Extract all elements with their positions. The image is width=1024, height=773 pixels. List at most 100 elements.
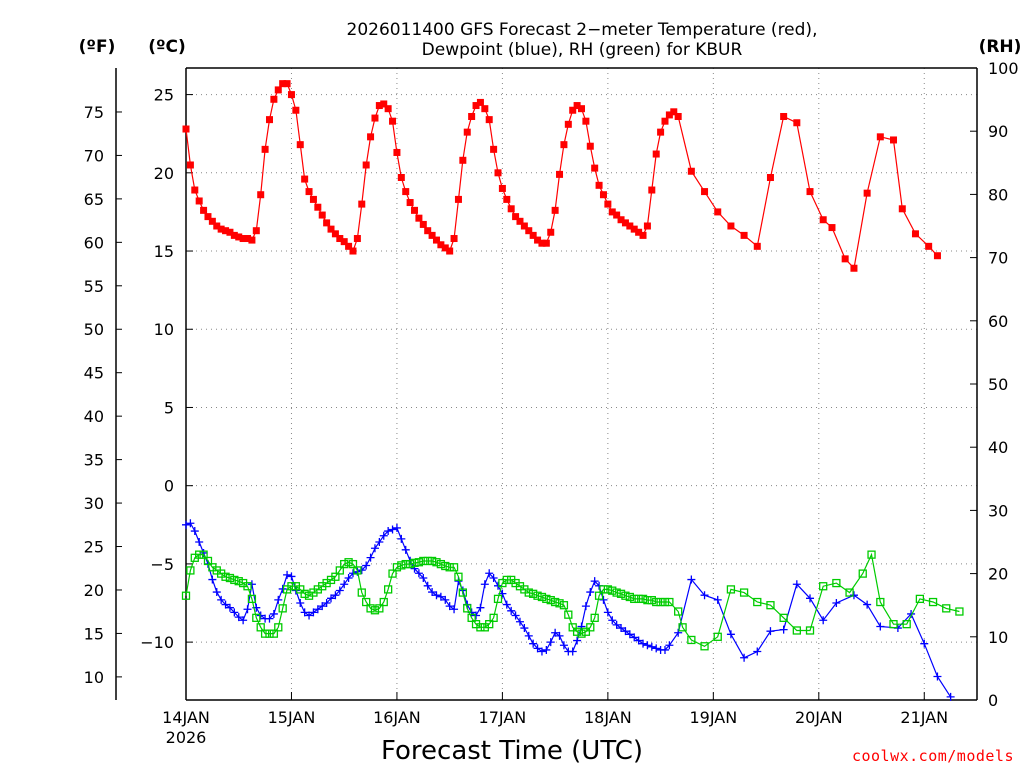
celsius-tick-label: −5 <box>150 555 174 574</box>
temperature-point <box>393 148 401 156</box>
rh-point <box>362 597 371 607</box>
rh-point <box>858 569 867 578</box>
time-tick-sublabel: 2026 <box>166 728 207 747</box>
dewpoint-point <box>318 602 327 611</box>
temperature-point <box>323 219 331 227</box>
dewpoint-point <box>806 594 815 603</box>
dewpoint-point <box>621 627 630 636</box>
rh-point <box>300 589 309 598</box>
fahrenheit-tick-label: 35 <box>84 451 104 470</box>
time-tick-label: 16JAN <box>373 708 421 727</box>
dewpoint-point <box>309 608 318 617</box>
temperature-point <box>406 199 414 207</box>
rh-point <box>678 623 687 632</box>
rh-point <box>463 604 472 613</box>
rh-point <box>542 594 551 604</box>
dewpoint-point <box>190 527 199 536</box>
temperature-point <box>459 156 467 164</box>
rh-point <box>674 607 683 616</box>
temperature-point <box>547 228 555 236</box>
temperature-point <box>200 206 208 214</box>
rh-point <box>392 563 402 572</box>
dewpoint-point <box>634 636 643 645</box>
time-tick-label: 19JAN <box>689 708 737 727</box>
rh-point <box>577 629 586 638</box>
rh-point <box>555 599 564 608</box>
temperature-point <box>604 200 612 208</box>
rh-point <box>568 623 577 632</box>
dewpoint-point <box>713 595 722 604</box>
dewpoint-point <box>586 588 595 597</box>
temperature-point <box>819 216 827 224</box>
rh-point <box>647 595 656 605</box>
temperature-point <box>793 119 801 127</box>
fahrenheit-tick-label: 55 <box>84 277 104 296</box>
dewpoint-point <box>397 534 406 543</box>
dewpoint-point <box>502 600 511 609</box>
dewpoint-point <box>239 616 248 625</box>
temperature-point <box>226 228 234 236</box>
dewpoint-point <box>234 613 243 622</box>
temperature-point <box>564 120 572 128</box>
series-line <box>185 522 952 698</box>
dewpoint-point <box>472 611 481 620</box>
rh-point <box>529 589 538 598</box>
rh-point <box>630 594 639 604</box>
temperature-point <box>520 222 528 230</box>
dewpoint-point <box>199 548 208 557</box>
rh-point <box>612 588 621 597</box>
temperature-point <box>301 175 309 183</box>
rh-point <box>537 592 547 602</box>
rh-point <box>383 585 393 594</box>
rh-tick-label: 10 <box>988 628 1008 647</box>
dewpoint-point <box>687 575 696 584</box>
dewpoint-point <box>379 531 388 540</box>
temperature-point <box>472 102 480 110</box>
fahrenheit-tick-label: 10 <box>84 668 104 687</box>
rh-point <box>955 607 964 616</box>
dewpoint-point <box>520 624 529 633</box>
rh-point <box>243 582 252 591</box>
rh-point <box>340 559 349 569</box>
temperature-point <box>626 222 634 230</box>
rh-point <box>608 586 617 595</box>
dewpoint-point <box>779 625 788 634</box>
rh-point <box>805 626 815 635</box>
rh-point <box>419 556 428 566</box>
dewpoint-point <box>432 591 441 600</box>
temperature-point <box>529 231 537 239</box>
rh-point <box>252 613 261 622</box>
rh-point <box>638 594 648 604</box>
temperature-point <box>485 116 493 124</box>
temperature-point <box>630 225 638 233</box>
dewpoint-point <box>401 545 410 554</box>
dewpoint-point <box>274 595 283 604</box>
dewpoint-point <box>450 605 459 614</box>
dewpoint-point <box>186 519 195 528</box>
axes <box>115 67 978 701</box>
rh-point <box>700 642 709 651</box>
temperature-point <box>525 227 533 235</box>
rh-point <box>427 556 437 566</box>
rh-point <box>489 613 498 622</box>
temperature-point <box>648 186 656 194</box>
temperature-point <box>257 191 265 199</box>
temperature-point <box>841 255 849 263</box>
celsius-tick-label: 10 <box>154 320 174 339</box>
rh-point <box>269 629 279 638</box>
temperature-point <box>437 241 445 249</box>
temperature-point <box>432 236 440 244</box>
rh-point <box>643 595 652 605</box>
temperature-point <box>503 195 511 203</box>
temperature-point <box>806 188 814 196</box>
temperature-point <box>358 200 366 208</box>
fahrenheit-unit-label: (ºF) <box>79 37 116 57</box>
temperature-point <box>340 238 348 246</box>
dewpoint-point <box>221 600 230 609</box>
dewpoint-point <box>340 580 349 589</box>
rh-point <box>357 588 366 597</box>
dewpoint-point <box>243 605 252 614</box>
dewpoint-point <box>300 608 309 617</box>
fahrenheit-tick-label: 45 <box>84 364 104 383</box>
temperature-point <box>933 252 941 260</box>
